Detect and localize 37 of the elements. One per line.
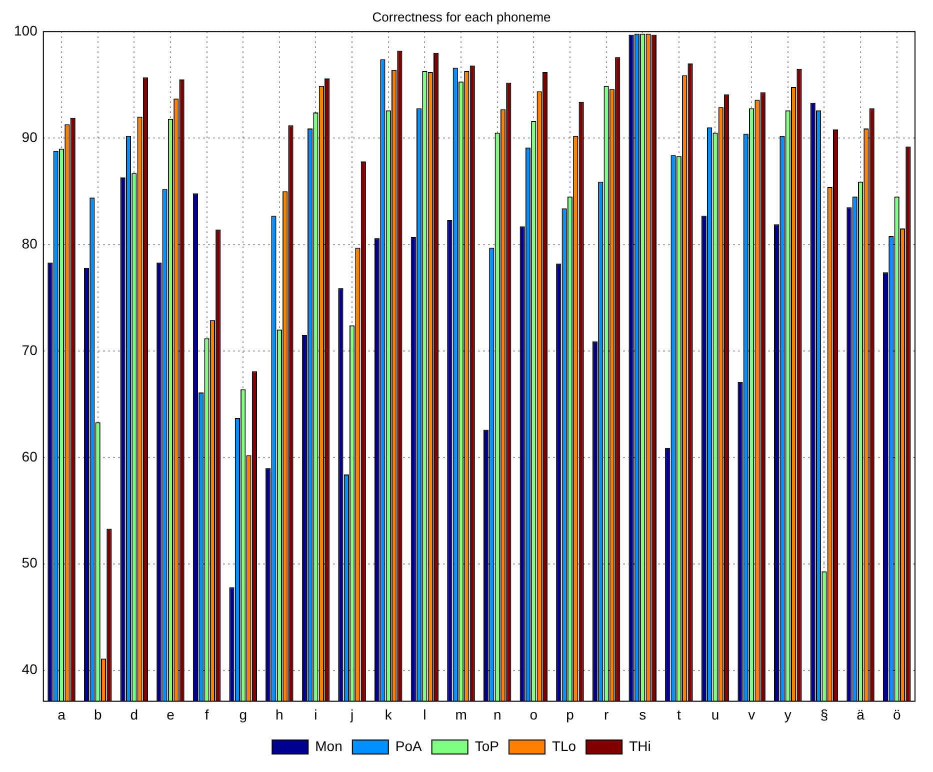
x-tick-label: e — [166, 706, 175, 722]
x-tick-label: s — [639, 706, 646, 722]
x-tick-label: n — [493, 706, 502, 722]
legend-label: Mon — [315, 738, 342, 754]
x-tick-label: i — [314, 706, 318, 722]
x-tick-label: a — [58, 706, 66, 722]
y-tick-label: 70 — [22, 342, 38, 358]
legend-label: PoA — [395, 738, 422, 754]
x-tick-label: t — [676, 706, 681, 722]
legend-label: THi — [629, 738, 651, 754]
x-tick-label: j — [350, 706, 354, 722]
x-tick-label: d — [130, 706, 138, 722]
legend-label: TLo — [552, 738, 576, 754]
x-tick-label: h — [276, 706, 284, 722]
x-tick-label: b — [94, 706, 102, 722]
y-tick-label: 80 — [22, 235, 38, 252]
x-tick-label: y — [784, 706, 792, 722]
x-tick-label: r — [604, 706, 609, 722]
x-tick-label: f — [204, 706, 209, 722]
y-tick-label: 100 — [14, 22, 38, 38]
x-tick-label: ä — [856, 706, 865, 722]
legend-label: ToP — [474, 738, 499, 754]
y-tick-label: 90 — [22, 128, 38, 145]
x-tick-label: ö — [892, 706, 901, 722]
x-tick-label: p — [566, 706, 574, 722]
x-tick-label: u — [711, 706, 720, 722]
y-tick-label: 40 — [22, 661, 38, 678]
chart-title: Correctness for each phoneme — [372, 9, 551, 24]
y-tick-label: 50 — [22, 554, 38, 571]
x-tick-label: g — [239, 706, 248, 722]
x-tick-label: o — [530, 706, 538, 722]
x-tick-label: v — [748, 706, 756, 722]
x-tick-label: k — [384, 706, 393, 722]
x-tick-label: m — [455, 706, 467, 722]
x-tick-label: § — [820, 706, 828, 722]
y-tick-label: 60 — [22, 448, 38, 464]
x-tick-label: l — [423, 706, 426, 722]
